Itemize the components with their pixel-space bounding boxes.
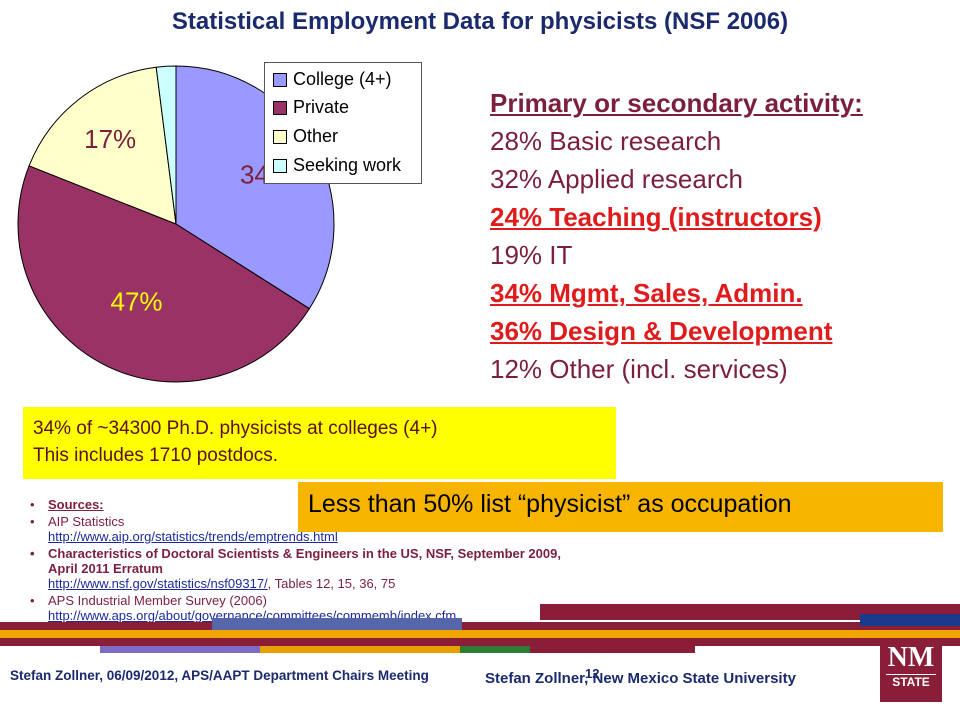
activity-line-highlight: 34% Mgmt, Sales, Admin. xyxy=(490,278,803,308)
source-link[interactable]: http://www.nsf.gov/statistics/nsf09317/ xyxy=(48,576,268,591)
source-item: Characteristics of Doctoral Scientists &… xyxy=(26,546,586,591)
legend-swatch xyxy=(273,158,287,173)
legend-label: College (4+) xyxy=(293,69,392,89)
legend-label: Private xyxy=(293,97,350,117)
pie-label: 47% xyxy=(111,286,163,316)
source-link[interactable]: http://www.aip.org/statistics/trends/emp… xyxy=(48,529,338,544)
callout-postdocs: 34% of ~34300 Ph.D. physicists at colleg… xyxy=(23,407,616,479)
footer-left: Stefan Zollner, 06/09/2012, APS/AAPT Dep… xyxy=(10,668,429,683)
pie-slice-seeking-work xyxy=(155,65,177,225)
legend-item-seeking: Seeking work xyxy=(273,155,401,176)
sources-list: Sources: AIP Statistics http://www.aip.o… xyxy=(26,497,586,625)
legend-swatch xyxy=(273,72,287,87)
legend-item-other: Other xyxy=(273,126,338,147)
activity-line: 28% Basic research xyxy=(490,126,722,156)
pie-slice-private xyxy=(17,165,311,383)
activity-line: 32% Applied research xyxy=(490,164,743,194)
legend-swatch xyxy=(273,129,287,144)
legend-label: Seeking work xyxy=(293,155,402,175)
legend-label: Other xyxy=(293,126,339,146)
pie-slice-other xyxy=(28,66,177,225)
legend-item-private: Private xyxy=(273,97,349,118)
activity-line: 19% IT xyxy=(490,240,573,270)
activity-list: Primary or secondary activity: 28% Basic… xyxy=(490,84,863,388)
activity-line-highlight: 24% Teaching (instructors) xyxy=(490,202,822,232)
pie-label: 17% xyxy=(84,124,136,154)
activity-line: 12% Other (incl. services) xyxy=(490,354,788,384)
slide-title: Statistical Employment Data for physicis… xyxy=(171,8,789,35)
legend-swatch xyxy=(273,100,287,115)
source-item: AIP Statistics http://www.aip.org/statis… xyxy=(26,514,586,544)
page-number: 12 xyxy=(585,666,600,681)
legend-item-college: College (4+) xyxy=(273,69,392,90)
footer-right: Stefan Zollner, New Mexico State Univers… xyxy=(485,670,796,687)
callout-occupation: Less than 50% list “physicist” as occupa… xyxy=(298,482,943,532)
chart-legend: College (4+) Private Other Seeking work xyxy=(264,62,422,184)
sources-heading: Sources: xyxy=(26,497,586,512)
activity-heading: Primary or secondary activity: xyxy=(490,88,863,118)
nmsu-logo: NM STATE xyxy=(880,642,942,702)
activity-line-highlight: 36% Design & Development xyxy=(490,316,833,346)
